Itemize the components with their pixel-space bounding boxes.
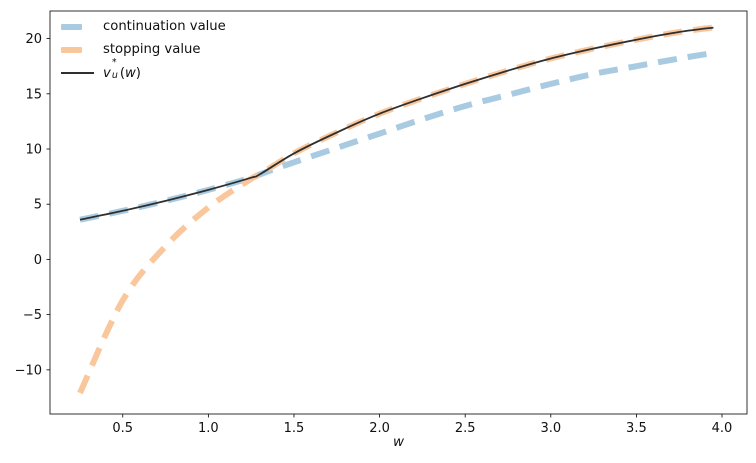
y-tick-label: 0: [34, 253, 42, 268]
x-tick-label: 1.0: [198, 421, 219, 436]
continuation-line-swatch: [61, 23, 82, 30]
x-tick-label: 2.5: [455, 421, 476, 436]
x-tick-label: 4.0: [712, 421, 733, 436]
series-vstar-line: [79, 26, 714, 221]
legend-key-continuation-value: [61, 23, 94, 30]
x-tick-label: 0.5: [112, 421, 133, 436]
legend-key-vstar: [61, 71, 94, 74]
x-tick-label: 1.5: [284, 421, 305, 436]
legend-label-continuation-value: continuation value: [103, 19, 226, 34]
legend: continuation value stopping value v * u (w): [61, 15, 226, 84]
stopping-line-swatch: [61, 46, 82, 53]
legend-label-vstar: v * u (w): [103, 56, 141, 82]
y-tick-label: 15: [25, 87, 42, 102]
axes-spines: [49, 10, 748, 415]
y-tick-label: 20: [25, 32, 42, 47]
legend-item-vstar: v * u (w): [61, 56, 226, 84]
y-tick-label: 5: [34, 198, 42, 213]
legend-label-stopping-value: stopping value: [103, 42, 201, 57]
vstar-line-swatch: [61, 71, 94, 74]
series-stopping-value-line: [77, 24, 714, 395]
series-continuation-value-line: [79, 50, 714, 223]
legend-item-continuation-value: continuation value: [61, 15, 226, 38]
x-tick-label: 3.0: [540, 421, 561, 436]
x-axis-label: w: [392, 434, 405, 450]
x-tick-label: 3.5: [626, 421, 647, 436]
y-tick-label: −10: [15, 363, 42, 378]
y-tick-label: 10: [25, 143, 42, 158]
x-tick-label: 2.0: [369, 421, 390, 436]
y-tick-label: −5: [23, 308, 42, 323]
legend-key-stopping-value: [61, 46, 94, 53]
legend-item-stopping-value: stopping value: [61, 38, 226, 61]
